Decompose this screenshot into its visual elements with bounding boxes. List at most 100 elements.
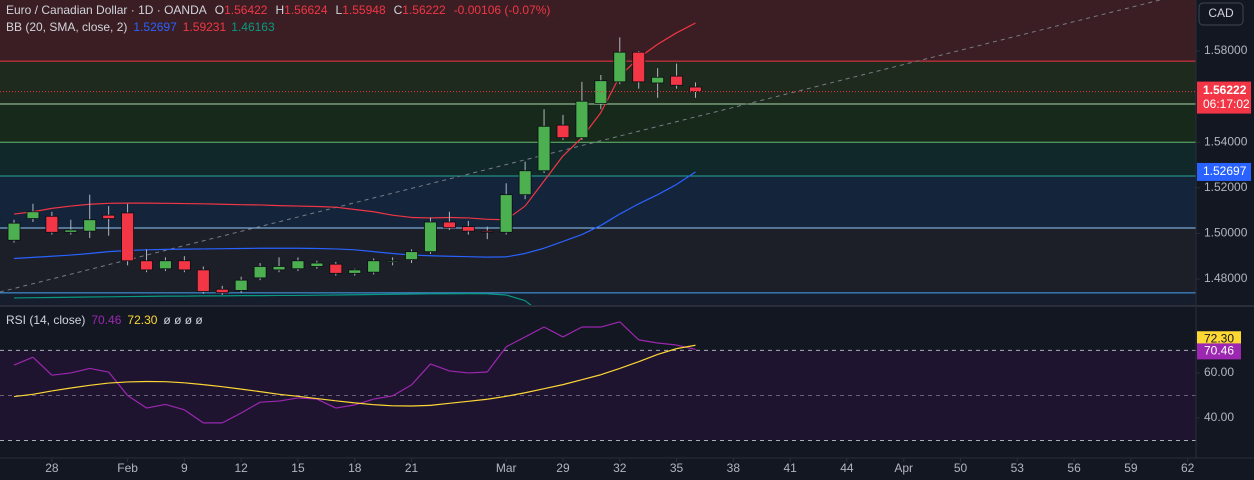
price-badge-label: 1.56222 [1203,83,1247,97]
rsi-line [278,397,299,402]
candle-body [7,222,21,241]
bb-line [562,137,583,157]
indicator-extras: ø ø ø ø [163,313,203,327]
x-tick-label: 9 [181,461,188,475]
candle-body [215,288,229,294]
rsi-line [543,384,564,390]
zone [0,175,1196,228]
rsi-band [0,350,1196,441]
bb-line [506,252,526,258]
x-tick-label: 18 [348,461,362,475]
ohlc-value: 1.56422 [224,3,268,17]
bb-line [373,251,393,255]
bb-line [487,293,507,296]
rsi-line [468,371,488,374]
indicator: RSI (14, close) [6,313,85,327]
rsi-line [600,321,620,328]
rsi-line [146,403,166,409]
candle-body [329,263,343,274]
rsi-badge [1197,343,1241,360]
rsi-line [411,404,431,407]
rsi-line [13,393,34,398]
rsi-badge-label: 70.46 [1204,344,1234,358]
bb-line [600,213,621,226]
candle-body [386,260,400,263]
rsi-line [108,381,128,384]
x-tick-label: 44 [840,461,854,475]
candle-body [670,75,683,86]
candle-body [367,260,381,273]
rsi-line [430,363,450,372]
candle-body [234,279,248,291]
candle-body [461,226,475,232]
bb-line [89,251,109,255]
rsi-line [51,372,71,376]
ohlc-value: 1.55948 [342,3,386,17]
x-tick-label: 21 [405,461,419,475]
ohlc-key: L [336,3,343,17]
ohlc-value: 1.56624 [284,3,328,17]
zone [0,0,1196,62]
bb-line [392,214,412,219]
x-tick-label: 35 [670,461,684,475]
bb-line [51,254,71,257]
candle-body [159,260,172,270]
rsi-line [657,348,677,356]
rsi-line [278,393,299,397]
candle-body [424,221,437,253]
rsi-line [619,321,640,341]
rsi-line [354,402,374,406]
candle-body [632,51,646,83]
bb-line [543,240,564,249]
y-tick-label: 1.48000 [1204,271,1248,285]
rsi-line [165,403,185,411]
rsi-badge-label: 72.30 [1204,331,1234,345]
price-badge [1197,81,1251,114]
bb-line [581,224,602,236]
rsi-line [89,382,109,386]
bb-line [51,205,71,209]
bb-line [70,252,90,256]
y-tick-label: 1.52000 [1204,180,1248,194]
bb-line [70,203,90,207]
rsi-line [449,400,469,404]
bb-line [543,155,564,182]
rsi-line [203,384,223,388]
indicator-value: 1.46163 [231,20,275,34]
x-tick-label: 12 [234,461,248,475]
ohlc-key: H [275,3,284,17]
rsi-line [335,400,355,404]
x-tick-label: Apr [894,461,913,475]
bb-line [676,171,696,185]
bb-line [468,217,488,220]
rsi-line [316,398,337,409]
rsi-line [430,402,450,406]
rsi-line [619,361,639,370]
rsi-line [335,404,355,409]
bb-line [657,183,677,196]
rsi-line [297,397,317,400]
rsi-line [70,384,90,389]
currency: CAD [1208,6,1234,20]
candle-body [272,266,286,271]
rsi-line [70,367,90,374]
rsi-line [222,386,242,390]
candle-body [196,269,210,292]
candle-body [556,124,570,139]
rsi-line [657,342,677,346]
candle-body [594,80,608,104]
rsi-line [373,395,393,400]
price-badge [1197,162,1251,181]
rsi-line [524,326,545,338]
price-pane [0,0,1196,305]
candle-body [102,214,116,220]
x-tick-label: 41 [783,461,797,475]
bb-line [619,203,639,215]
ohlc-key: C [394,3,403,17]
rsi-line [184,409,204,424]
indicator-value: 1.59231 [183,20,227,34]
rsi-badge [1197,331,1241,348]
rsi-line [221,412,242,424]
x-tick-label: Feb [117,461,138,475]
